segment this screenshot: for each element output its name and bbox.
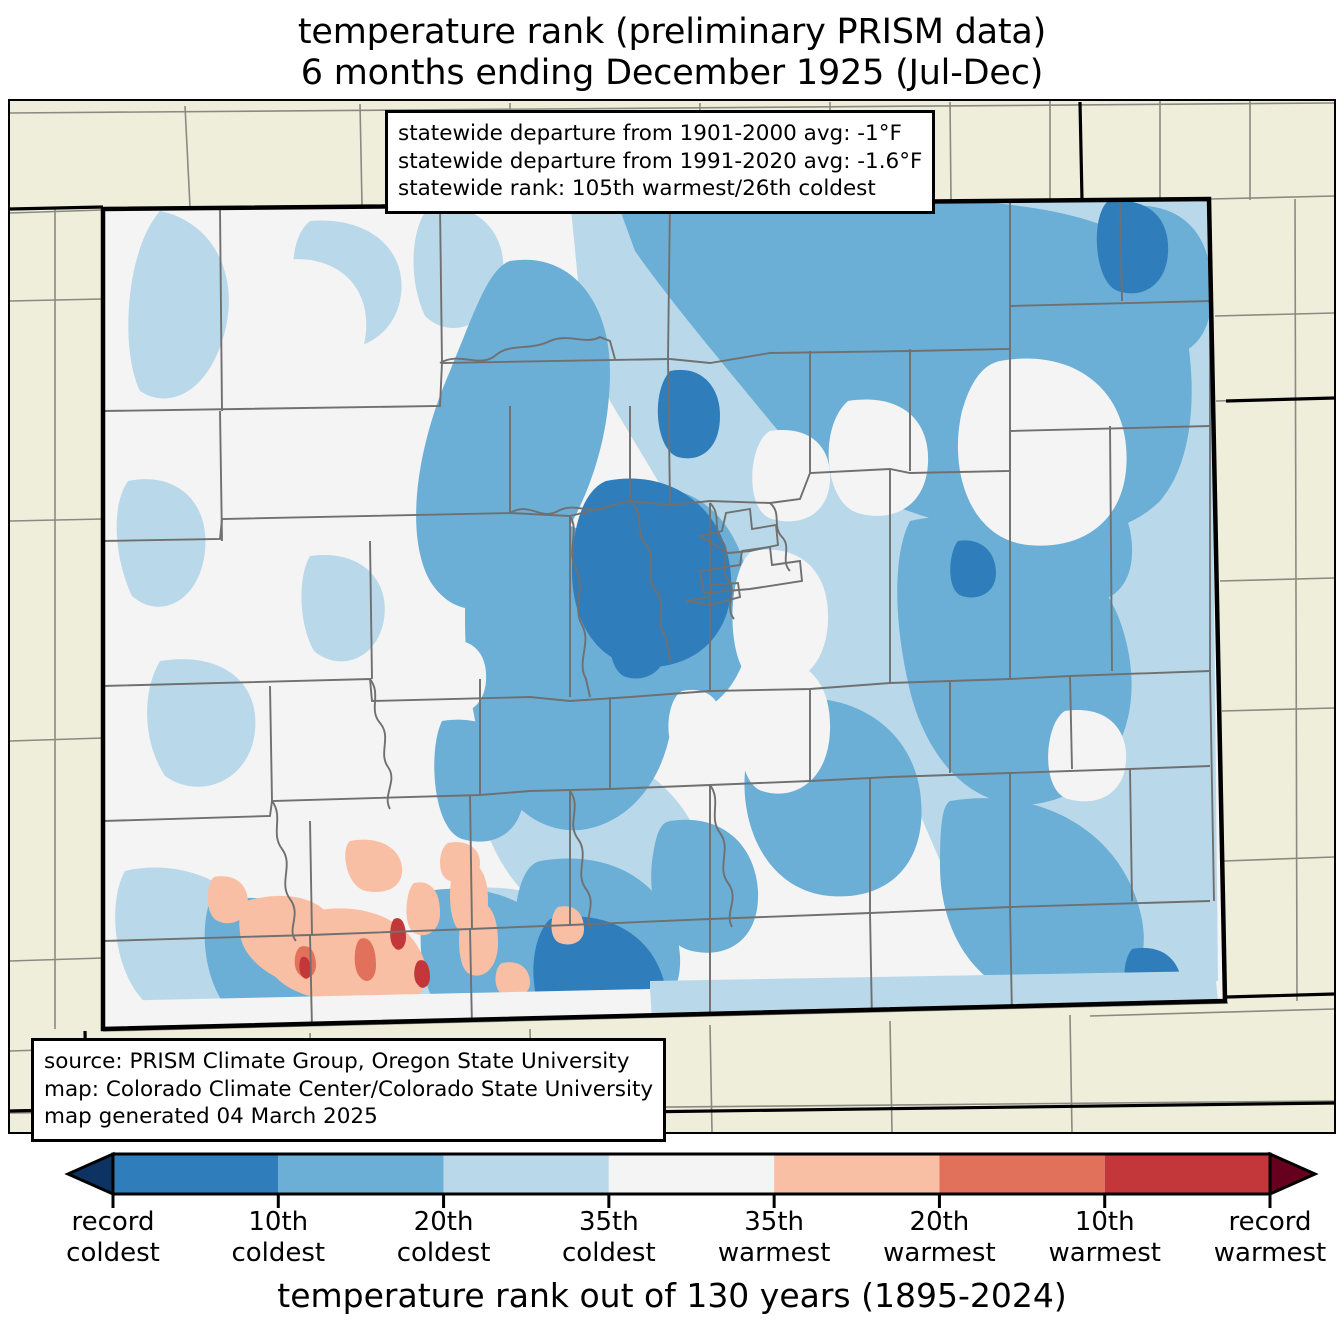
temperature-rank-raster xyxy=(103,199,1225,1029)
colorbar-tick-label-line1: 20th xyxy=(413,1207,474,1237)
rank-zone-near-normal-inclusions xyxy=(258,259,1127,802)
colorbar-tick-label: record warmest xyxy=(1180,1207,1344,1268)
colorbar-over-arrow xyxy=(1268,1151,1319,1197)
statewide-stats-box: statewide departure from 1901-2000 avg: … xyxy=(385,110,936,215)
stats-departure-1901-2000: statewide departure from 1901-2000 avg: … xyxy=(398,121,902,146)
colorbar-tick-label-line1: 10th xyxy=(1074,1207,1135,1237)
source-credit-box: source: PRISM Climate Group, Oregon Stat… xyxy=(31,1038,667,1143)
colorbar-caption: temperature rank out of 130 years (1895-… xyxy=(277,1276,1067,1315)
colorbar-tick-label: 35th coldest xyxy=(519,1207,699,1268)
colorbar-tick-label-line2: coldest xyxy=(66,1237,160,1268)
colorbar-tickmarks xyxy=(111,1194,1272,1208)
colorbar-tick-label-line2: warmest xyxy=(883,1237,996,1268)
map-credit-line: map: Colorado Climate Center/Colorado St… xyxy=(44,1076,654,1102)
colorbar-segments xyxy=(64,1151,1319,1197)
colorbar xyxy=(0,1148,1344,1218)
colorado-county-borders xyxy=(103,199,1215,1029)
colorbar-tick-label-line2: warmest xyxy=(1213,1237,1327,1268)
colorbar-outline xyxy=(111,1152,1272,1196)
colorbar-bin xyxy=(113,1154,279,1194)
colorbar-bin xyxy=(1104,1154,1270,1194)
source-line: source: PRISM Climate Group, Oregon Stat… xyxy=(44,1049,630,1074)
colorbar-tick-label-line1: 35th xyxy=(578,1207,639,1237)
colorbar-bin xyxy=(774,1154,940,1194)
colorbar-tick-label-line2: coldest xyxy=(562,1237,656,1268)
colorbar-tick-label-line1: 10th xyxy=(248,1207,309,1237)
colorbar-tick-label: 35th warmest xyxy=(684,1207,864,1268)
map-frame xyxy=(8,99,1336,1134)
colorbar-tick-label: 10th warmest xyxy=(1015,1207,1195,1268)
map-generated-line: map generated 04 March 2025 xyxy=(44,1104,378,1130)
colorbar-bin xyxy=(443,1154,609,1194)
colorbar-tick-labels: record coldest 10th coldest 20th coldest 35th c… xyxy=(0,1207,1344,1271)
colorbar-bin xyxy=(608,1154,775,1194)
colorbar-tick-label-line1: record xyxy=(71,1207,155,1237)
colorbar-tick-label: 20th warmest xyxy=(849,1207,1029,1268)
colorbar-tick-label: 10th coldest xyxy=(188,1207,368,1268)
colorbar-tick-label: record coldest xyxy=(23,1207,203,1268)
colorado-temperature-rank-map xyxy=(10,101,1334,1132)
colorbar-tick-label-line2: coldest xyxy=(396,1237,491,1268)
colorbar-tick-label: 20th coldest xyxy=(354,1207,534,1268)
colorbar-bin xyxy=(939,1154,1105,1194)
title-line-2: 6 months ending December 1925 (Jul-Dec) xyxy=(300,53,1044,94)
colorbar-tick-label-line2: coldest xyxy=(231,1237,326,1268)
colorbar-tick-label-line2: warmest xyxy=(717,1237,831,1268)
page-title: temperature rank (preliminary PRISM data… xyxy=(0,12,1344,95)
colorbar-tick-label-line1: 20th xyxy=(909,1207,970,1237)
colorbar-tick-label-line1: record xyxy=(1228,1207,1312,1237)
stats-statewide-rank: statewide rank: 105th warmest/26th colde… xyxy=(398,176,876,202)
rank-zone-warmest-cores xyxy=(294,918,430,988)
colorbar-under-arrow xyxy=(64,1151,115,1197)
colorbar-tick-label-line2: warmest xyxy=(1048,1237,1161,1268)
colorbar-bin xyxy=(278,1154,444,1194)
colorbar-tick-label-line1: 35th xyxy=(744,1207,805,1237)
stats-departure-1991-2020: statewide departure from 1991-2020 avg: … xyxy=(398,148,923,174)
title-line-1: temperature rank (preliminary PRISM data… xyxy=(297,12,1047,52)
colorbar-svg xyxy=(64,1151,1319,1208)
